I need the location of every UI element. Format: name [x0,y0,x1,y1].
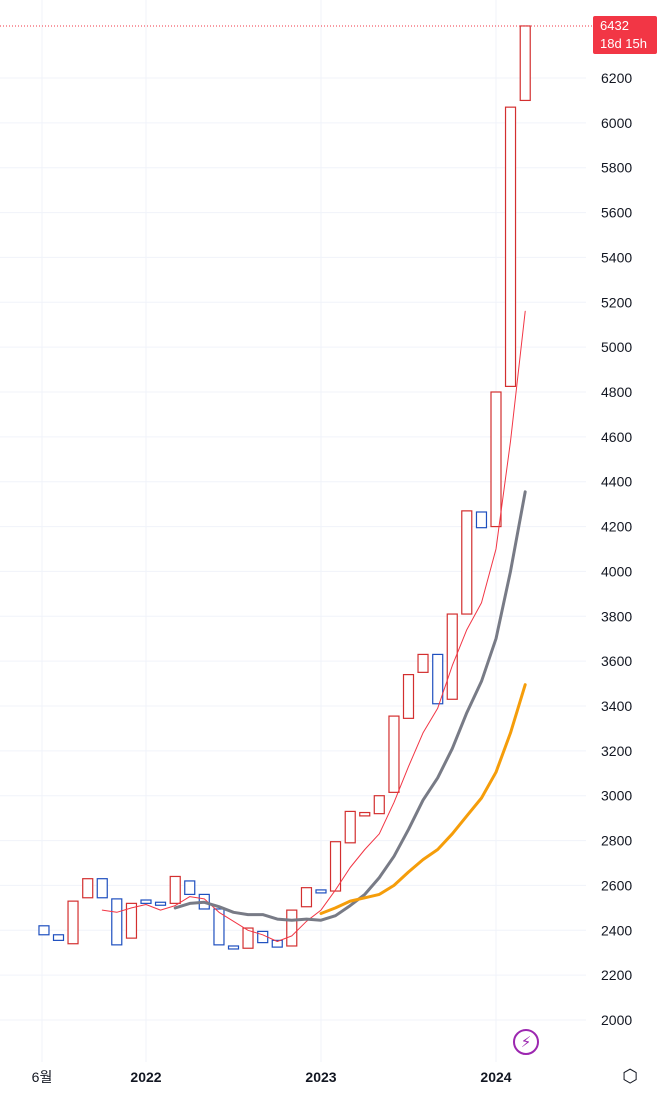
candle-up [519,25,531,102]
last-price-value: 6432 [600,18,629,33]
candle-down [315,889,327,894]
moving-averages [101,310,527,942]
candle-down [52,934,65,941]
candle-up [504,106,517,387]
y-tick-label: 5200 [601,294,632,310]
candle-down [184,880,196,896]
candle-up [461,510,473,615]
candle-up [446,613,458,700]
y-tick-label: 4800 [601,384,632,400]
y-tick-label: 5800 [601,160,632,176]
y-tick-label: 4600 [601,429,632,445]
y-tick-label: 3000 [601,788,632,804]
candle-up [344,810,356,844]
x-tick-label: 2023 [305,1069,336,1085]
candle-down [213,908,225,946]
settings-icon[interactable]: ⬡ [622,1066,638,1087]
candle-up [329,841,342,892]
candle-down [154,901,167,906]
candle-down [432,653,444,705]
y-tick-label: 3800 [601,608,632,624]
candle-down [38,925,50,936]
y-tick-label: 3600 [601,653,632,669]
candle-up [242,927,254,949]
x-tick-label: 2022 [130,1069,161,1085]
candle-up [82,878,94,899]
candle-down [227,945,240,950]
y-tick-label: 2600 [601,877,632,893]
y-tick-label: 2400 [601,922,632,938]
candle-up [490,391,502,528]
y-tick-label: 2200 [601,967,632,983]
y-axis[interactable]: 2000 2200 2400 2600 2800 3000 3200 3400 3600 3800… [601,70,632,1028]
y-tick-label: 5400 [601,249,632,265]
candle-down [271,939,283,948]
y-tick-label: 6000 [601,115,632,131]
candle-up [402,673,415,719]
y-tick-label: 4200 [601,519,632,535]
y-tick-label: 3200 [601,743,632,759]
ma-line-2 [319,683,527,915]
bar-countdown: 18d 15h [600,36,647,51]
ma-line-0 [101,310,526,942]
chart-grid [0,0,586,1062]
candle-down [257,930,269,944]
candle-up [125,902,138,939]
candle-up [169,875,181,904]
lightning-icon[interactable]: ⚡ [513,1029,539,1055]
last-price-badge: 6432 18d 15h [593,16,657,54]
y-tick-label: 4400 [601,474,632,490]
candle-up [359,811,371,817]
x-tick-label: 6월 [32,1069,53,1085]
candle-down [96,878,108,899]
candle-up [286,909,298,947]
x-tick-label: 2024 [480,1069,511,1085]
y-tick-label: 2000 [601,1012,632,1028]
candle-up [417,653,429,673]
ma-line-1 [173,490,527,922]
y-tick-label: 3400 [601,698,632,714]
candle-down [111,898,123,946]
y-tick-label: 6200 [601,70,632,86]
y-tick-label: 5600 [601,205,632,221]
candles [38,25,531,950]
candle-up [388,715,400,793]
x-axis[interactable]: 6월 2022 2023 2024 [32,1069,512,1085]
candle-up [67,900,79,945]
candle-up [373,795,385,815]
candle-down [475,511,488,529]
candle-up [300,887,313,908]
y-tick-label: 2800 [601,833,632,849]
candle-down [140,899,152,904]
y-tick-label: 4000 [601,563,632,579]
y-tick-label: 5000 [601,339,632,355]
